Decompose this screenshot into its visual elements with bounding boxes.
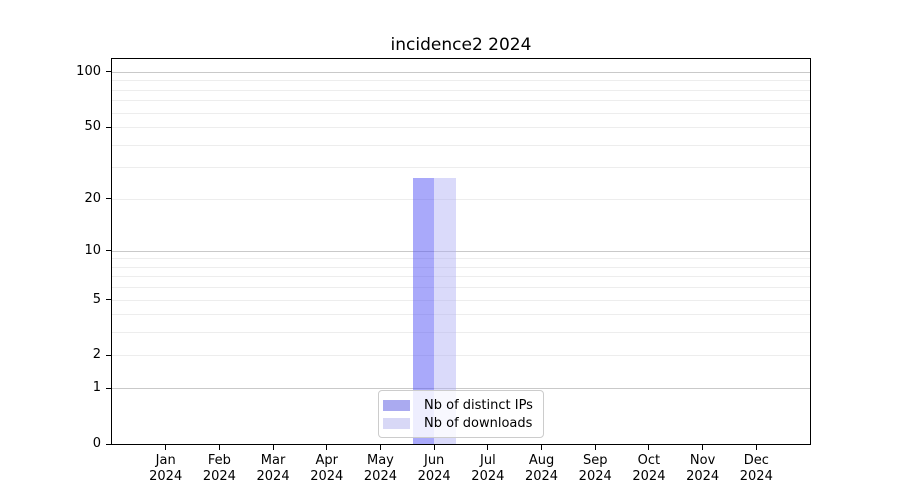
y-tick <box>106 387 111 389</box>
minor-gridline <box>112 355 810 357</box>
x-tick-month: Jul <box>480 453 496 468</box>
legend-item-distinct-ips: Nb of distinct IPs <box>383 397 538 414</box>
x-tick-month: Sep <box>582 453 608 468</box>
x-tick <box>755 445 757 450</box>
x-tick <box>379 445 381 450</box>
x-tick-label: Jun 2024 <box>404 453 464 485</box>
minor-gridline <box>112 127 810 129</box>
minor-gridline <box>112 332 810 334</box>
x-tick-year: 2024 <box>739 469 773 484</box>
minor-gridline <box>112 198 810 200</box>
y-tick <box>106 198 111 200</box>
bar-downloads <box>434 178 456 444</box>
x-tick <box>702 445 704 450</box>
x-tick <box>218 445 220 450</box>
x-tick-year: 2024 <box>363 469 397 484</box>
major-gridline <box>112 250 810 252</box>
x-tick <box>541 445 543 450</box>
minor-gridline <box>112 266 810 268</box>
minor-gridline <box>112 89 810 91</box>
x-tick-month: Jan <box>155 453 176 468</box>
x-tick-label: Mar 2024 <box>243 453 303 485</box>
minor-gridline <box>112 276 810 278</box>
x-tick-year: 2024 <box>471 469 505 484</box>
legend: Nb of distinct IPs Nb of downloads <box>378 390 544 438</box>
y-tick-label: 2 <box>92 347 101 363</box>
x-tick-month: Aug <box>528 453 555 468</box>
y-tick-label: 50 <box>84 119 101 135</box>
x-tick-month: Oct <box>637 453 661 468</box>
x-tick-label: Jan 2024 <box>136 453 196 485</box>
y-tick <box>106 126 111 128</box>
x-tick-label: Oct 2024 <box>619 453 679 485</box>
minor-gridline <box>112 314 810 316</box>
major-gridline <box>112 71 810 73</box>
x-tick <box>594 445 596 450</box>
minor-gridline <box>112 112 810 114</box>
x-tick-year: 2024 <box>417 469 451 484</box>
x-tick-month: May <box>367 453 394 468</box>
minor-gridline <box>112 258 810 260</box>
x-tick-label: Apr 2024 <box>297 453 357 485</box>
legend-item-downloads: Nb of downloads <box>383 415 538 432</box>
x-tick-month: Feb <box>207 453 231 468</box>
y-tick-label: 0 <box>92 436 101 451</box>
x-tick <box>648 445 650 450</box>
y-tick-label: 1 <box>92 380 101 396</box>
y-tick <box>106 299 111 301</box>
minor-gridline <box>112 287 810 289</box>
x-tick-label: Feb 2024 <box>189 453 249 485</box>
y-tick-label: 5 <box>92 291 101 307</box>
y-tick <box>106 71 111 73</box>
minor-gridline <box>112 167 810 169</box>
x-tick <box>487 445 489 450</box>
legend-swatch-downloads-icon <box>383 418 410 429</box>
x-tick-month: Nov <box>689 453 716 468</box>
x-tick-year: 2024 <box>256 469 290 484</box>
x-tick-label: Aug 2024 <box>512 453 572 485</box>
x-tick-label: Nov 2024 <box>673 453 733 485</box>
x-tick-year: 2024 <box>686 469 720 484</box>
x-tick <box>326 445 328 450</box>
plot-area <box>111 58 811 445</box>
legend-label-distinct-ips: Nb of distinct IPs <box>424 398 533 413</box>
x-tick-year: 2024 <box>524 469 559 484</box>
minor-gridline <box>112 144 810 146</box>
x-tick-year: 2024 <box>578 469 612 484</box>
y-tick-label: 10 <box>84 242 101 258</box>
x-tick-year: 2024 <box>632 469 666 484</box>
x-tick-month: Apr <box>315 453 339 468</box>
legend-swatch-distinct-ips-icon <box>383 400 410 411</box>
minor-gridline <box>112 80 810 82</box>
x-tick-month: Dec <box>743 453 769 468</box>
x-tick-label: Jul 2024 <box>458 453 518 485</box>
major-gridline <box>112 388 810 390</box>
x-tick-year: 2024 <box>149 469 183 484</box>
legend-label-downloads: Nb of downloads <box>424 416 533 431</box>
x-tick-month: Mar <box>260 453 286 468</box>
x-tick-label: Dec 2024 <box>726 453 786 485</box>
x-tick <box>433 445 435 450</box>
minor-gridline <box>112 100 810 102</box>
y-tick <box>106 443 111 445</box>
x-tick-month: Jun <box>423 453 445 468</box>
y-tick-label: 20 <box>84 190 101 206</box>
chart-title: incidence2 2024 <box>390 35 532 55</box>
minor-gridline <box>112 299 810 301</box>
bar-distinct-ips <box>412 178 435 444</box>
x-tick <box>272 445 274 450</box>
x-tick <box>165 445 167 450</box>
x-tick-label: Sep 2024 <box>565 453 625 485</box>
y-tick <box>106 250 111 252</box>
x-tick-year: 2024 <box>310 469 344 484</box>
y-tick-label: 100 <box>76 63 101 79</box>
x-tick-year: 2024 <box>202 469 236 484</box>
y-tick <box>106 354 111 356</box>
x-tick-label: May 2024 <box>350 453 410 485</box>
